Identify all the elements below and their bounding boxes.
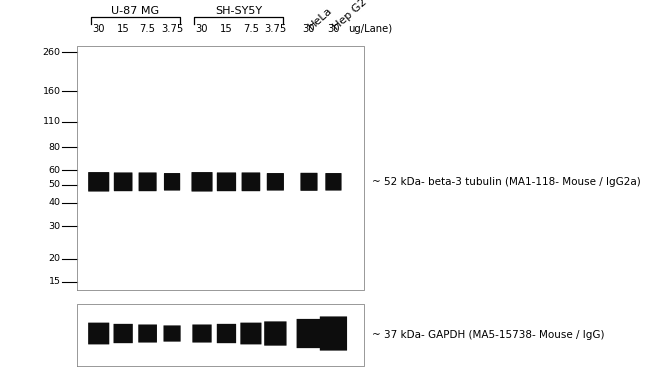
FancyBboxPatch shape [217, 324, 236, 343]
FancyBboxPatch shape [138, 173, 157, 191]
FancyBboxPatch shape [192, 324, 212, 342]
Text: ~ 37 kDa- GAPDH (MA5-15738- Mouse / IgG): ~ 37 kDa- GAPDH (MA5-15738- Mouse / IgG) [372, 330, 604, 340]
FancyBboxPatch shape [88, 323, 109, 344]
Text: 15: 15 [49, 277, 60, 286]
Text: SH-SY5Y: SH-SY5Y [215, 6, 262, 16]
Text: 40: 40 [49, 199, 60, 207]
Text: 30: 30 [48, 221, 60, 231]
FancyBboxPatch shape [138, 324, 157, 342]
Text: ug/Lane): ug/Lane) [348, 24, 392, 34]
Text: ~ 52 kDa- beta-3 tubulin (MA1-118- Mouse / IgG2a): ~ 52 kDa- beta-3 tubulin (MA1-118- Mouse… [372, 177, 640, 187]
Text: Hep G2: Hep G2 [331, 0, 369, 32]
Text: 260: 260 [42, 48, 60, 57]
Text: 7.5: 7.5 [140, 24, 155, 34]
FancyBboxPatch shape [296, 319, 321, 348]
FancyBboxPatch shape [320, 317, 347, 351]
FancyBboxPatch shape [163, 325, 181, 342]
Text: 15: 15 [220, 24, 233, 34]
Text: 50: 50 [49, 180, 60, 190]
FancyBboxPatch shape [266, 173, 284, 190]
Text: 80: 80 [49, 143, 60, 152]
Text: 160: 160 [42, 87, 60, 96]
FancyBboxPatch shape [192, 172, 213, 192]
FancyBboxPatch shape [325, 173, 341, 190]
FancyBboxPatch shape [300, 173, 318, 191]
FancyBboxPatch shape [164, 173, 180, 190]
FancyBboxPatch shape [240, 323, 261, 344]
Text: 30: 30 [327, 24, 340, 34]
FancyBboxPatch shape [114, 324, 133, 343]
FancyBboxPatch shape [114, 173, 133, 191]
FancyBboxPatch shape [217, 173, 236, 191]
Text: 15: 15 [117, 24, 129, 34]
Text: 30: 30 [303, 24, 315, 34]
Text: 60: 60 [49, 166, 60, 175]
Text: U-87 MG: U-87 MG [111, 6, 159, 16]
FancyBboxPatch shape [88, 172, 109, 192]
FancyBboxPatch shape [242, 173, 260, 191]
Text: 30: 30 [92, 24, 105, 34]
Text: 3.75: 3.75 [161, 24, 183, 34]
Text: 3.75: 3.75 [265, 24, 287, 34]
FancyBboxPatch shape [264, 321, 287, 346]
Text: 7.5: 7.5 [243, 24, 259, 34]
Text: 20: 20 [49, 254, 60, 263]
Text: HeLa: HeLa [306, 5, 334, 32]
Text: 110: 110 [42, 117, 60, 126]
Text: 30: 30 [196, 24, 208, 34]
